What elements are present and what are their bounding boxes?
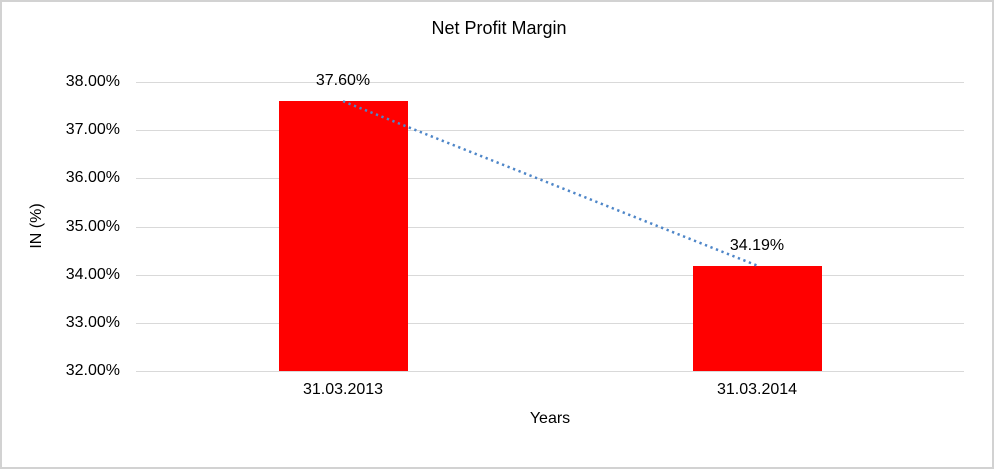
x-tick-label-2014: 31.03.2014 — [716, 381, 798, 398]
y-tick-label: 36.00% — [65, 169, 120, 187]
gridline — [136, 130, 964, 132]
y-tick-label: 35.00% — [65, 217, 120, 235]
bar-2014 — [692, 265, 822, 371]
chart-title: Net Profit Margin — [431, 18, 567, 38]
y-tick-label: 32.00% — [65, 362, 120, 379]
x-tick-label-2013: 31.03.2013 — [302, 381, 384, 398]
data-label-2013: 37.60% — [315, 72, 371, 90]
gridline — [136, 274, 964, 276]
gridline — [136, 226, 964, 228]
bar-2013 — [278, 101, 408, 371]
x-axis-title: Years — [529, 410, 571, 427]
gridline — [136, 322, 964, 324]
y-tick-label: 33.00% — [65, 313, 120, 331]
gridline — [136, 178, 964, 180]
gridline-axis — [136, 371, 964, 372]
gridline — [136, 82, 964, 83]
y-tick-label: 38.00% — [65, 73, 120, 90]
y-tick-label: 34.00% — [65, 265, 120, 283]
y-tick-label: 37.00% — [65, 121, 120, 139]
data-label-2014: 34.19% — [729, 236, 785, 254]
